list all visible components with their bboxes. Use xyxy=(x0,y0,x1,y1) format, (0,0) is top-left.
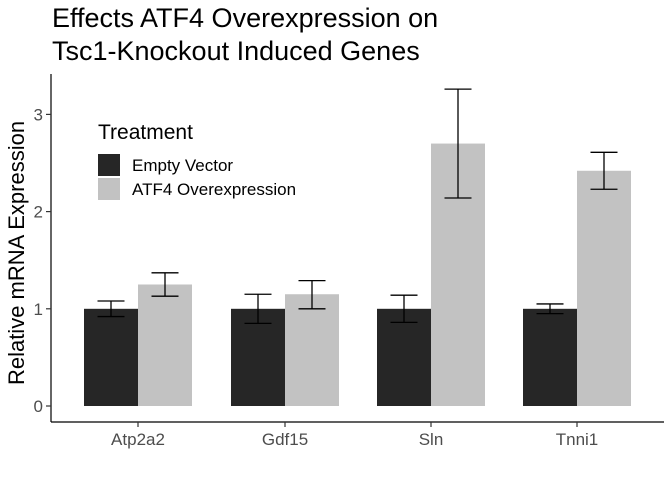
legend-title: Treatment xyxy=(98,121,193,144)
y-tick-label: 1 xyxy=(34,300,43,319)
y-tick-label: 3 xyxy=(34,105,43,124)
bar xyxy=(84,308,138,406)
legend-swatch xyxy=(98,154,120,176)
chart-title-line-1: Effects ATF4 Overexpression on xyxy=(52,3,439,33)
bar xyxy=(577,170,631,406)
bar xyxy=(138,284,192,406)
x-tick-label: Sln xyxy=(419,430,444,449)
legend-swatch xyxy=(98,178,120,200)
legend-label: ATF4 Overexpression xyxy=(132,180,296,199)
y-tick-label: 0 xyxy=(34,397,43,416)
chart-title: Effects ATF4 Overexpression on Tsc1-Knoc… xyxy=(52,2,438,68)
bars xyxy=(84,143,631,406)
chart-title-line-2: Tsc1-Knockout Induced Genes xyxy=(52,36,420,66)
error-bars xyxy=(97,88,618,325)
bar xyxy=(285,294,339,406)
y-axis-title: Relative mRNA Expression xyxy=(4,121,29,385)
y-tick-label: 2 xyxy=(34,203,43,222)
x-tick-label: Gdf15 xyxy=(262,430,308,449)
bar xyxy=(231,308,285,406)
x-tick-label: Tnni1 xyxy=(556,430,599,449)
legend: Treatment Empty Vector ATF4 Overexpression xyxy=(98,121,296,200)
bar xyxy=(377,308,431,406)
x-tick-label: Atp2a2 xyxy=(111,430,165,449)
bar xyxy=(523,308,577,406)
legend-label: Empty Vector xyxy=(132,156,233,175)
axes: 0 1 2 3 Atp2a2 Gdf15 Sln Tnni1 xyxy=(34,74,664,449)
